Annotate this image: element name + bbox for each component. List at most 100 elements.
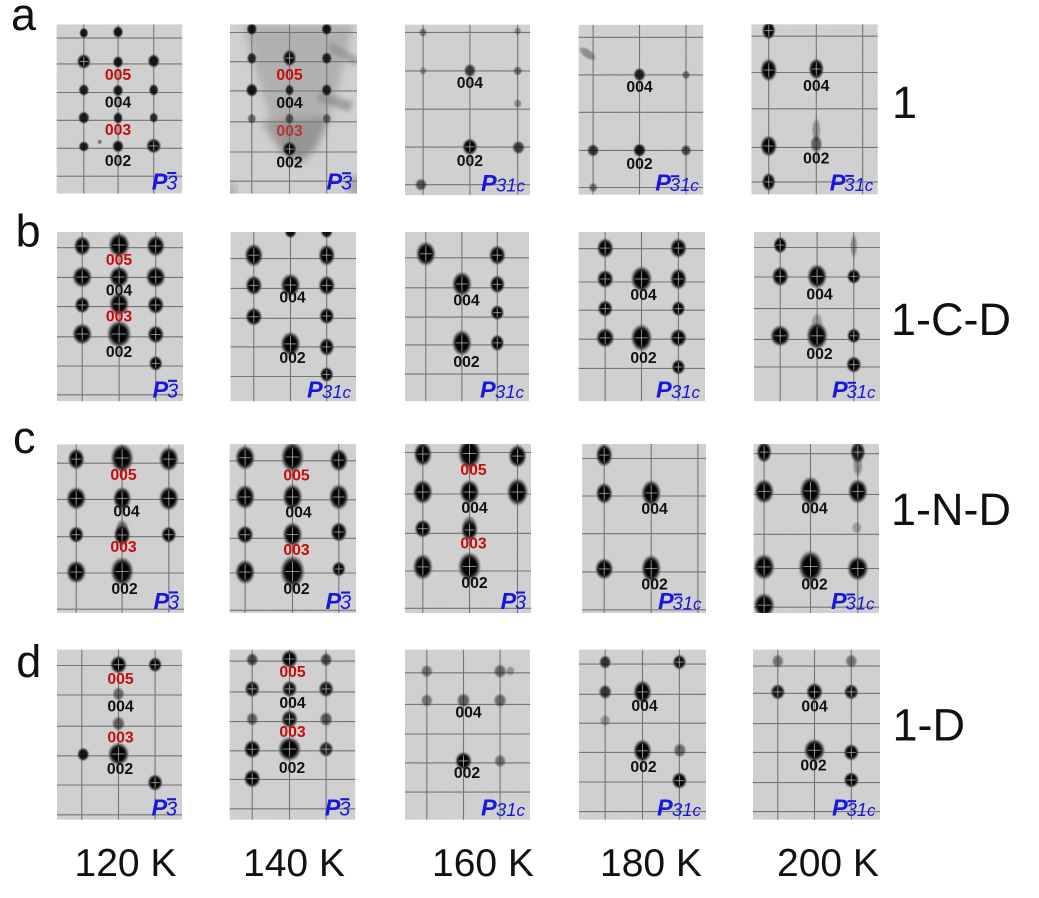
svg-text:P: P: [481, 170, 497, 196]
svg-text:004: 004: [455, 705, 482, 722]
svg-text:P: P: [307, 376, 323, 402]
svg-text:P: P: [152, 795, 168, 821]
svg-text:002: 002: [800, 757, 827, 774]
svg-text:31: 31: [671, 381, 692, 402]
svg-text:002: 002: [803, 151, 830, 168]
svg-text:P: P: [153, 376, 169, 402]
svg-text:002: 002: [453, 354, 480, 371]
svg-text:3: 3: [167, 380, 178, 402]
svg-text:d: d: [16, 636, 41, 687]
svg-text:005: 005: [110, 467, 137, 484]
svg-text:002: 002: [454, 765, 481, 782]
svg-text:005: 005: [276, 67, 303, 84]
svg-text:c: c: [865, 176, 874, 195]
svg-text:003: 003: [279, 724, 306, 741]
svg-text:004: 004: [107, 698, 134, 715]
svg-text:002: 002: [630, 759, 657, 776]
svg-text:31: 31: [322, 381, 343, 402]
svg-text:P: P: [325, 795, 341, 821]
svg-text:140 K: 140 K: [243, 842, 345, 885]
svg-text:003: 003: [105, 122, 132, 139]
svg-text:004: 004: [801, 698, 828, 715]
svg-text:31: 31: [495, 381, 516, 402]
svg-text:004: 004: [641, 501, 668, 518]
svg-text:003: 003: [283, 542, 310, 559]
svg-text:003: 003: [106, 309, 133, 326]
svg-text:c: c: [690, 176, 699, 195]
svg-text:003: 003: [276, 123, 303, 140]
svg-text:1: 1: [892, 77, 917, 128]
svg-text:31: 31: [672, 799, 693, 820]
svg-text:P: P: [154, 588, 170, 614]
svg-text:004: 004: [457, 75, 484, 92]
svg-text:c: c: [867, 801, 876, 820]
svg-text:005: 005: [460, 462, 487, 479]
svg-text:004: 004: [106, 283, 133, 300]
svg-text:c: c: [13, 412, 36, 463]
svg-text:c: c: [867, 383, 876, 402]
svg-text:004: 004: [461, 500, 488, 517]
svg-text:31: 31: [846, 593, 867, 614]
svg-text:002: 002: [630, 350, 657, 367]
svg-text:P: P: [832, 795, 848, 821]
svg-text:P: P: [481, 795, 497, 821]
svg-text:3: 3: [168, 592, 179, 614]
svg-text:a: a: [11, 0, 37, 40]
svg-text:002: 002: [283, 581, 310, 598]
svg-text:c: c: [517, 177, 526, 196]
svg-text:004: 004: [113, 504, 140, 521]
svg-text:002: 002: [801, 577, 828, 594]
svg-text:004: 004: [276, 95, 303, 112]
svg-text:003: 003: [460, 535, 487, 552]
svg-text:004: 004: [279, 290, 306, 307]
svg-text:1-N-D: 1-N-D: [891, 484, 1011, 535]
svg-text:002: 002: [279, 760, 306, 777]
svg-text:005: 005: [107, 671, 134, 688]
svg-text:120 K: 120 K: [75, 842, 177, 885]
svg-text:004: 004: [285, 505, 312, 522]
svg-text:c: c: [693, 801, 702, 820]
svg-text:005: 005: [105, 67, 132, 84]
svg-text:002: 002: [461, 575, 488, 592]
svg-text:31: 31: [670, 174, 691, 195]
svg-text:002: 002: [106, 344, 133, 361]
svg-text:31: 31: [844, 174, 865, 195]
svg-text:P: P: [830, 169, 846, 195]
svg-text:002: 002: [276, 155, 303, 172]
svg-text:P: P: [656, 376, 672, 402]
svg-text:003: 003: [110, 539, 137, 556]
svg-text:002: 002: [626, 156, 653, 173]
svg-text:c: c: [343, 383, 352, 402]
svg-text:3: 3: [339, 799, 350, 821]
svg-text:200 K: 200 K: [777, 842, 879, 885]
svg-text:31: 31: [847, 381, 868, 402]
svg-text:P: P: [480, 376, 496, 402]
svg-text:31: 31: [847, 799, 868, 820]
svg-text:31: 31: [673, 593, 694, 614]
svg-text:002: 002: [641, 577, 668, 594]
svg-text:005: 005: [283, 467, 310, 484]
svg-text:P: P: [327, 169, 343, 195]
svg-text:b: b: [16, 206, 41, 257]
svg-text:P: P: [658, 588, 674, 614]
svg-text:004: 004: [105, 95, 132, 112]
svg-text:c: c: [866, 595, 875, 614]
svg-text:c: c: [693, 595, 702, 614]
svg-text:002: 002: [111, 581, 138, 598]
svg-text:004: 004: [626, 79, 653, 96]
svg-text:31: 31: [496, 799, 517, 820]
svg-text:002: 002: [279, 350, 306, 367]
svg-text:003: 003: [107, 730, 134, 747]
svg-text:3: 3: [166, 799, 177, 821]
svg-text:P: P: [655, 170, 671, 196]
svg-text:c: c: [516, 383, 525, 402]
svg-text:3: 3: [515, 592, 526, 614]
svg-text:002: 002: [457, 153, 484, 170]
svg-text:3: 3: [341, 173, 352, 195]
svg-text:002: 002: [107, 761, 134, 778]
svg-text:004: 004: [806, 287, 833, 304]
svg-text:004: 004: [803, 78, 830, 95]
svg-text:1-C-D: 1-C-D: [891, 294, 1011, 345]
svg-text:180 K: 180 K: [600, 842, 702, 885]
svg-text:P: P: [832, 376, 848, 402]
